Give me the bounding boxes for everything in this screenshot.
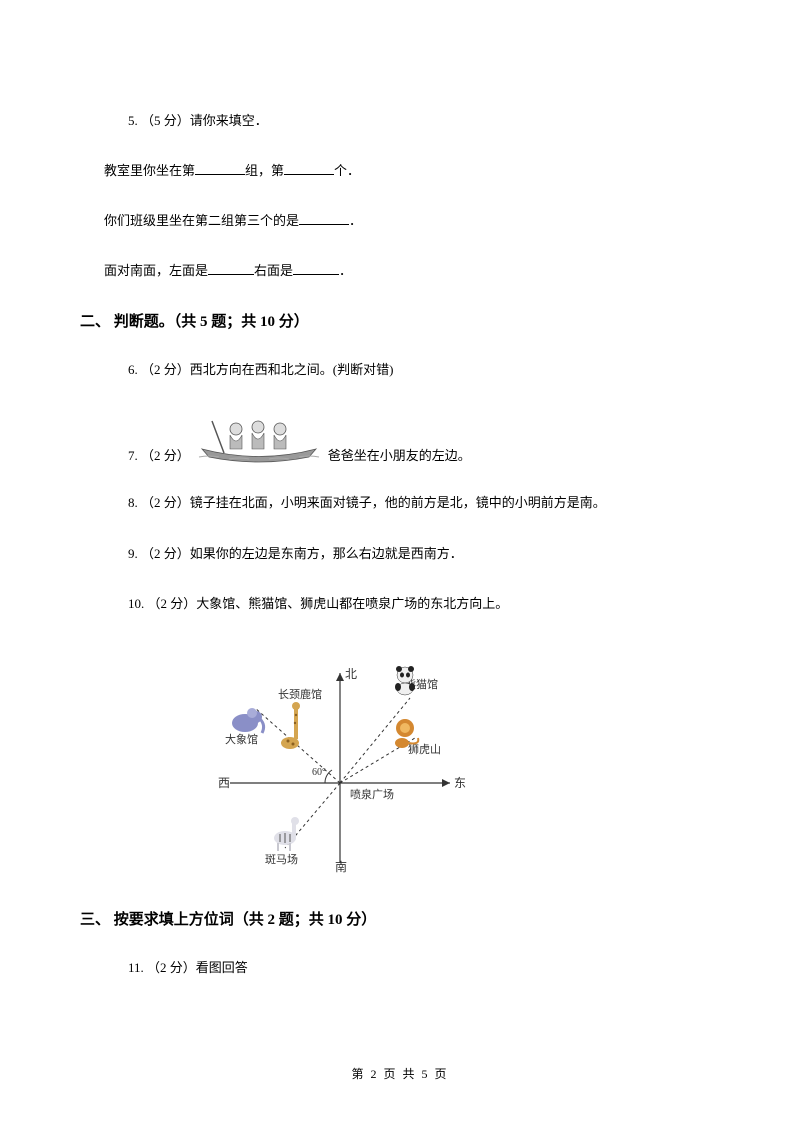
- q10: 10. （2 分）大象馆、熊猫馆、狮虎山都在喷泉广场的东北方向上。: [128, 593, 710, 615]
- q7-suffix: 爸爸坐在小朋友的左边。: [328, 445, 471, 464]
- q5-line2-a: 你们班级里坐在第二组第三个的是: [104, 213, 299, 228]
- zebra-icon: [274, 817, 299, 851]
- q5-line3-a: 面对南面，左面是: [104, 263, 208, 278]
- zebra-label: 斑马场: [265, 852, 298, 866]
- elephant-icon: [232, 708, 264, 733]
- blank[interactable]: [293, 261, 339, 275]
- boat-image: [194, 409, 324, 464]
- giraffe-icon: [281, 702, 300, 749]
- q5-header: 5. （5 分）请你来填空．: [128, 110, 710, 132]
- q5-line3-c: ．: [339, 263, 352, 278]
- lion-icon: [395, 719, 418, 748]
- q5-line1-b: 组，第: [245, 163, 284, 178]
- blank[interactable]: [195, 161, 245, 175]
- section2-title: 二、 判断题。（共 5 题；共 10 分）: [80, 310, 710, 331]
- section3-title: 三、 按要求填上方位词（共 2 题；共 10 分）: [80, 908, 710, 929]
- page-footer: 第 2 页 共 5 页: [0, 1065, 800, 1082]
- south-label: 南: [335, 859, 347, 873]
- zoo-direction-diagram: 60° 北 南 东 西 长颈鹿馆 大象馆 熊猫馆 狮虎山 喷泉广场 斑马场: [210, 653, 470, 873]
- east-label: 东: [454, 776, 466, 790]
- q8: 8. （2 分）镜子挂在北面，小明来面对镜子，他的前方是北，镜中的小明前方是南。: [128, 492, 710, 514]
- blank[interactable]: [284, 161, 334, 175]
- q11: 11. （2 分）看图回答: [128, 957, 710, 979]
- q9: 9. （2 分）如果你的左边是东南方，那么右边就是西南方．: [128, 543, 710, 565]
- q6: 6. （2 分）西北方向在西和北之间。(判断对错): [128, 359, 710, 381]
- giraffe-label: 长颈鹿馆: [278, 687, 322, 701]
- q7-prefix: 7. （2 分）: [128, 445, 190, 464]
- q5-line3: 面对南面，左面是 右面是 ．: [104, 260, 710, 282]
- west-label: 西: [218, 776, 230, 790]
- q5-line1-c: 个．: [334, 163, 360, 178]
- q5-line3-b: 右面是: [254, 263, 293, 278]
- q5-line1-a: 教室里你坐在第: [104, 163, 195, 178]
- q5-line2: 你们班级里坐在第二组第三个的是 ．: [104, 210, 710, 232]
- blank[interactable]: [208, 261, 254, 275]
- fountain-label: 喷泉广场: [350, 787, 394, 801]
- q5-line1: 教室里你坐在第 组，第 个．: [104, 160, 710, 182]
- q5-line2-b: ．: [349, 213, 362, 228]
- q7: 7. （2 分） 爸爸坐在小朋友的左边。: [128, 409, 710, 464]
- angle-label: 60°: [312, 767, 326, 778]
- north-label: 北: [345, 667, 357, 681]
- elephant-label: 大象馆: [225, 732, 258, 746]
- lion-label: 狮虎山: [408, 743, 441, 756]
- blank[interactable]: [299, 211, 349, 225]
